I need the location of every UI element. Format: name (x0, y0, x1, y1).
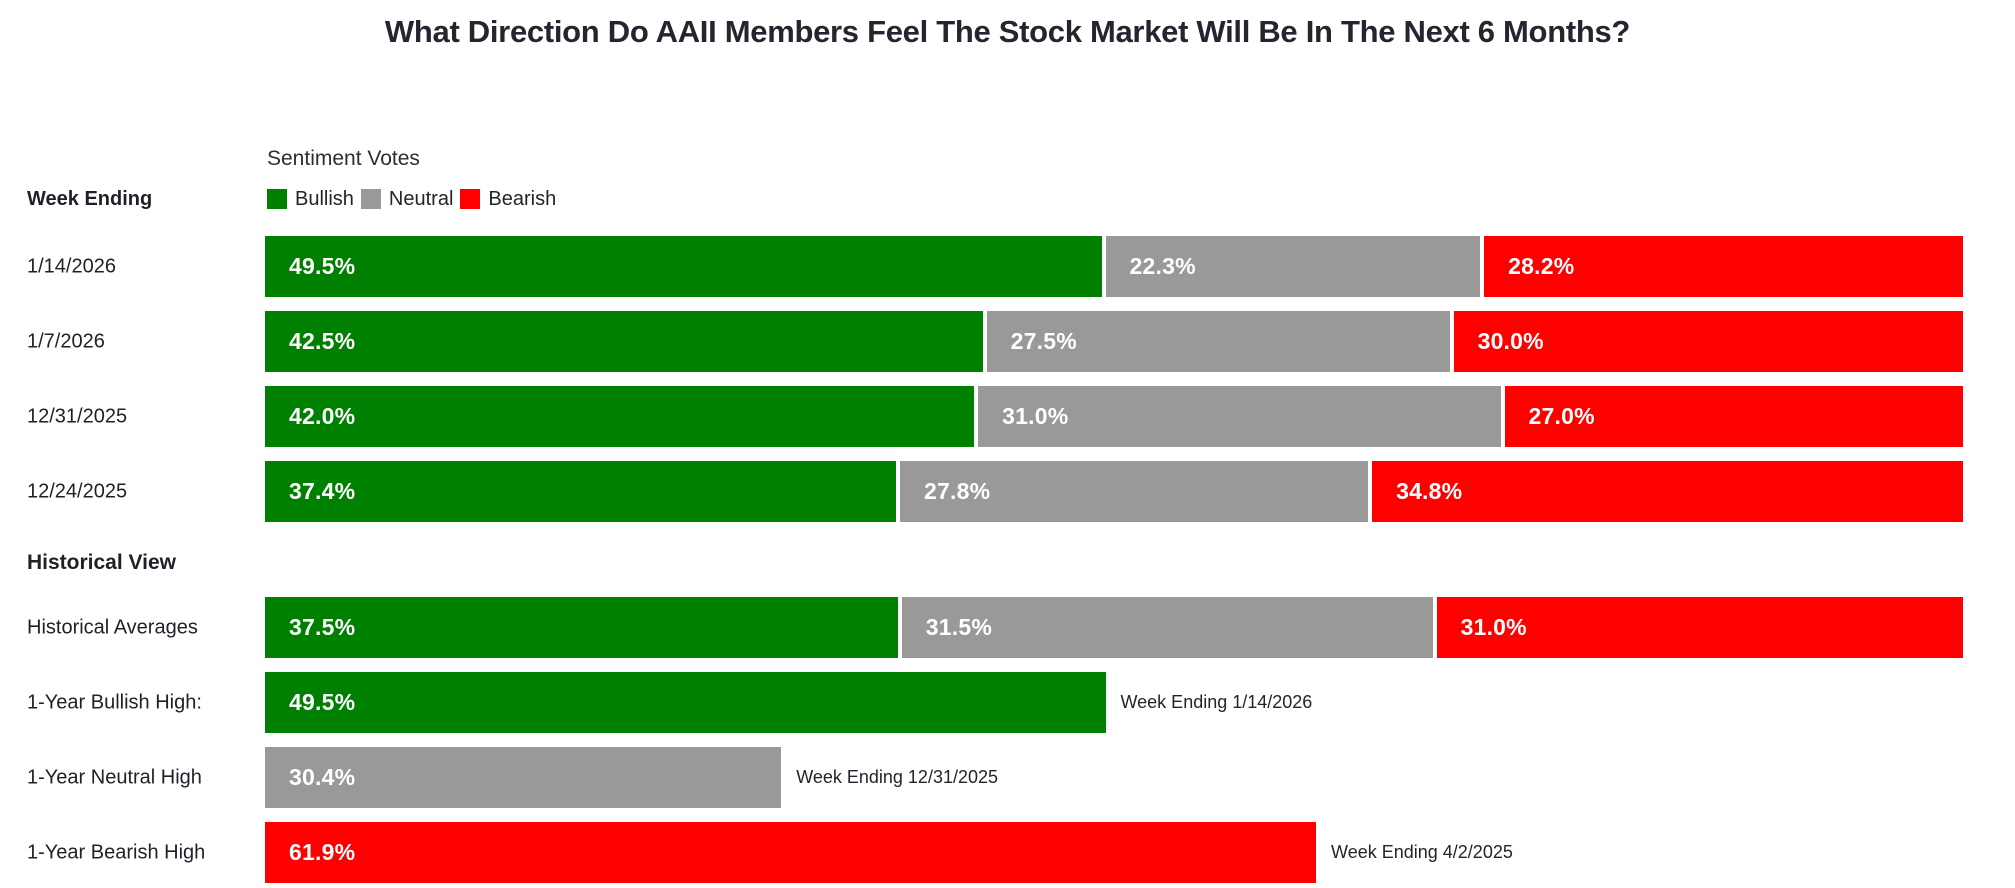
bar-segment-bullish: 37.4% (265, 461, 901, 522)
bar-segment-bullish: 37.5% (265, 597, 902, 658)
bar-annotation: Week Ending 4/2/2025 (1331, 842, 1513, 862)
row-label: 1-Year Bearish High (27, 841, 206, 863)
row-label: 1/14/2026 (27, 255, 116, 277)
section-header: Historical View (27, 551, 177, 574)
bar-segment-neutral: 27.5% (986, 311, 1454, 372)
row-label: 12/24/2025 (27, 480, 128, 502)
bar-value-label: 22.3% (1129, 253, 1196, 279)
bar-value-label: 42.0% (289, 403, 356, 429)
bar-segment-neutral: 31.0% (978, 386, 1505, 447)
bar-track: 37.4% 27.8% 34.8% (265, 461, 1963, 522)
chart-row: 12/31/2025 42.0% 31.0% 27.0% (0, 386, 2015, 447)
bar-track: 42.5% 27.5% 30.0% (265, 311, 1963, 372)
bar-segment-bullish: 49.5% (265, 236, 1106, 297)
bar-value-label: 49.5% (289, 689, 356, 715)
bearish-swatch-icon (460, 189, 481, 209)
bar-segment-bearish: 28.2% (1484, 236, 1963, 297)
bar-value-label: 37.5% (289, 614, 356, 640)
legend-label-bullish: Bullish (295, 187, 354, 210)
bar-value-label: 31.0% (1460, 614, 1527, 640)
bar-value-label: 30.4% (289, 764, 356, 790)
bar-value-label: 31.0% (1002, 403, 1069, 429)
bar-track: 37.5% 31.5% 31.0% (265, 597, 1963, 658)
bar-segment-neutral: 22.3% (1105, 236, 1485, 297)
row-label: 1-Year Bullish High: (27, 691, 202, 713)
bar-annotation: Week Ending 12/31/2025 (796, 767, 999, 787)
bar-value-label: 61.9% (289, 839, 356, 865)
bar-segment-bearish: 31.0% (1436, 597, 1963, 658)
page-title: What Direction Do AAII Members Feel The … (384, 14, 1631, 49)
legend-item-bullish: Bullish (267, 188, 354, 211)
bar-segment-bullish: 42.5% (265, 311, 987, 372)
bar-value-label: 49.5% (289, 253, 356, 279)
bar-segment-bearish: 34.8% (1372, 461, 1963, 522)
bullish-swatch-icon (267, 189, 287, 209)
legend-row: Week Ending Bullish Neutral Bearish (0, 187, 2015, 211)
bar-value-label: 28.2% (1508, 253, 1575, 279)
neutral-swatch-icon (360, 189, 381, 209)
bar-segment-bearish: 30.0% (1453, 311, 1963, 372)
bar-track: 49.5% Week Ending 1/14/2026 (265, 672, 1963, 733)
chart-row: 1-Year Neutral High 30.4% Week Ending 12/… (0, 747, 2015, 808)
bar-value-label: 27.0% (1528, 403, 1595, 429)
chart-row: 1/14/2026 49.5% 22.3% 28.2% (0, 236, 2015, 297)
legend-title: Sentiment Votes (267, 147, 420, 170)
chart-row: Historical Averages 37.5% 31.5% 31.0% (0, 597, 2015, 658)
bar-value-label: 42.5% (289, 328, 356, 354)
bar-track: 30.4% Week Ending 12/31/2025 (265, 747, 1963, 808)
legend-label-neutral: Neutral (388, 187, 454, 210)
bar-track: 42.0% 31.0% 27.0% (265, 386, 1963, 447)
chart-rows: 1/14/2026 49.5% 22.3% 28.2% 1/7/2026 42.5%… (0, 236, 2015, 883)
bar-segment-bullish: 49.5% (265, 672, 1106, 733)
chart-row: 1/7/2026 42.5% 27.5% 30.0% (0, 311, 2015, 372)
bar-segment-bearish: 61.9% (265, 822, 1317, 883)
row-label: 12/31/2025 (27, 405, 128, 427)
bar-value-label: 34.8% (1396, 478, 1463, 504)
bar-segment-bullish: 42.0% (265, 386, 979, 447)
bar-value-label: 37.4% (289, 478, 356, 504)
chart-row: 1-Year Bullish High: 49.5% Week Ending 1/… (0, 672, 2015, 733)
legend-item-neutral: Neutral (360, 187, 454, 211)
bar-segment-neutral: 30.4% (265, 747, 782, 808)
bar-value-label: 27.8% (924, 478, 991, 504)
bar-track: 49.5% 22.3% 28.2% (265, 236, 1963, 297)
row-label: Historical Averages (27, 616, 198, 638)
bar-annotation: Week Ending 1/14/2026 (1120, 692, 1313, 712)
chart-row: 12/24/2025 37.4% 27.8% 34.8% (0, 461, 2015, 522)
row-header-label: Week Ending (27, 188, 153, 210)
bar-segment-neutral: 31.5% (901, 597, 1437, 658)
bar-value-label: 31.5% (925, 614, 992, 640)
row-label: 1-Year Neutral High (27, 766, 202, 788)
bar-segment-neutral: 27.8% (900, 461, 1373, 522)
legend-item-bearish: Bearish (460, 188, 556, 211)
bar-segment-bearish: 27.0% (1504, 386, 1963, 447)
legend-label-bearish: Bearish (488, 187, 557, 210)
row-label: 1/7/2026 (27, 330, 105, 352)
bar-value-label: 27.5% (1010, 328, 1077, 354)
chart-row: 1-Year Bearish High 61.9% Week Ending 4/2… (0, 822, 2015, 883)
bar-track: 61.9% Week Ending 4/2/2025 (265, 822, 1963, 883)
bar-value-label: 30.0% (1477, 328, 1544, 354)
